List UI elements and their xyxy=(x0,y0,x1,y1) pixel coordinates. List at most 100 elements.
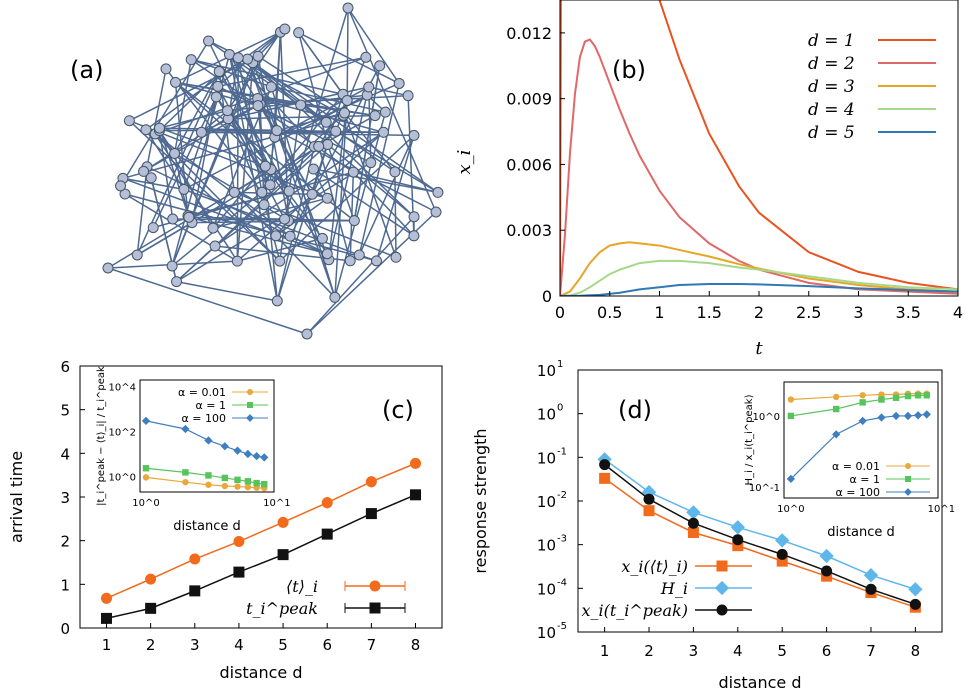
network-edge xyxy=(348,8,399,83)
x-axis-label: t xyxy=(755,338,763,359)
inset-x-axis-label: distance d xyxy=(827,525,894,540)
data-point xyxy=(410,489,421,500)
network-node xyxy=(433,187,443,197)
legend-label: x_i(t_i^peak) xyxy=(581,601,688,620)
network-node xyxy=(223,106,233,116)
y-tick-label: 0.009 xyxy=(506,90,552,109)
network-node xyxy=(302,329,312,339)
x-tick-label: 4 xyxy=(234,636,244,654)
y-tick-label: 10 xyxy=(537,493,556,511)
y-tick-label: 4 xyxy=(60,445,70,463)
inset-legend-marker xyxy=(905,463,911,469)
y-tick-label: 0 xyxy=(542,287,552,306)
data-point xyxy=(101,613,112,624)
network-node xyxy=(284,186,294,196)
inset-y-axis-label: H_i / x_i(t_i^peak) xyxy=(744,394,755,485)
network-node xyxy=(146,173,156,183)
network-node xyxy=(208,223,218,233)
legend-marker xyxy=(370,581,381,592)
y-tick-exponent: -1 xyxy=(557,446,567,457)
network-node xyxy=(394,78,404,88)
network-node xyxy=(132,250,142,260)
data-point xyxy=(233,536,244,547)
inset-data-point xyxy=(915,392,921,398)
series-line-1 xyxy=(560,0,958,296)
x-tick-label: 3.5 xyxy=(896,303,921,322)
inset-data-point xyxy=(788,413,794,419)
inset-data-point xyxy=(205,472,211,478)
network-node xyxy=(243,54,253,64)
network-node xyxy=(167,261,177,271)
x-axis-label: distance d xyxy=(718,673,801,692)
network-node xyxy=(322,193,332,203)
legend-label: d = 1 xyxy=(808,31,855,51)
legend-label: d = 3 xyxy=(808,77,855,97)
network-node xyxy=(232,256,242,266)
inset-y-tick-label: 10^0 xyxy=(753,412,780,423)
data-point xyxy=(821,565,832,576)
network-node xyxy=(213,81,223,91)
y-tick-label: 0.012 xyxy=(506,24,552,43)
inset-y-tick-label: 10^0 xyxy=(109,472,136,483)
data-point xyxy=(189,554,200,565)
legend-marker xyxy=(715,581,729,595)
x-tick-label: 6 xyxy=(322,636,332,654)
panel-b-label: (b) xyxy=(612,56,646,84)
inset-data-point xyxy=(182,479,188,485)
network-node xyxy=(366,158,376,168)
legend-label: x_i(⟨t⟩_i) xyxy=(621,557,688,576)
y-tick-exponent: -2 xyxy=(557,490,567,501)
y-tick-label: 0.006 xyxy=(506,155,552,174)
data-point xyxy=(819,549,833,563)
inset-data-point xyxy=(261,481,267,487)
network-node xyxy=(266,82,276,92)
data-point xyxy=(189,585,200,596)
network-node xyxy=(339,108,349,118)
x-tick-label: 5 xyxy=(278,636,288,654)
y-tick-label: 0.003 xyxy=(506,221,552,240)
network-node xyxy=(210,241,220,251)
y-tick-label: 10 xyxy=(537,406,556,424)
x-tick-label: 3 xyxy=(853,303,863,322)
inset-data-point xyxy=(143,474,149,480)
y-tick-label: 10 xyxy=(537,580,556,598)
x-tick-label: 4 xyxy=(733,642,743,660)
x-tick-label: 2 xyxy=(644,642,654,660)
inset-data-point xyxy=(859,399,865,405)
data-point xyxy=(731,520,745,534)
network-node xyxy=(431,207,441,217)
network-node xyxy=(349,216,359,226)
inset-legend-label: α = 0.01 xyxy=(178,386,226,399)
network-node xyxy=(186,55,196,65)
network-node xyxy=(257,187,267,197)
inset-data-point xyxy=(833,394,839,400)
network-node xyxy=(380,107,390,117)
network-node xyxy=(375,61,385,71)
y-tick-label: 0 xyxy=(60,620,70,638)
inset-data-point xyxy=(833,406,839,412)
x-tick-label: 0.5 xyxy=(597,303,622,322)
x-tick-label: 1.5 xyxy=(697,303,722,322)
inset-data-point xyxy=(182,469,188,475)
inset-data-point xyxy=(234,477,240,483)
data-point xyxy=(101,593,112,604)
data-point xyxy=(910,599,921,610)
data-point xyxy=(686,505,700,519)
data-point xyxy=(278,517,289,528)
data-point xyxy=(322,497,333,508)
legend-marker xyxy=(717,561,728,572)
y-tick-label: 1 xyxy=(60,576,70,594)
data-point xyxy=(599,459,610,470)
network-node xyxy=(285,231,295,241)
network-node xyxy=(184,212,194,222)
inset-legend-label: α = 0.01 xyxy=(832,460,880,473)
x-tick-label: 1 xyxy=(654,303,664,322)
network-node xyxy=(342,96,352,106)
x-tick-label: 1 xyxy=(600,642,610,660)
network-node xyxy=(272,126,282,136)
inset-data-point xyxy=(788,396,794,402)
network-edge xyxy=(137,167,147,255)
data-point xyxy=(865,584,876,595)
data-point xyxy=(233,567,244,578)
